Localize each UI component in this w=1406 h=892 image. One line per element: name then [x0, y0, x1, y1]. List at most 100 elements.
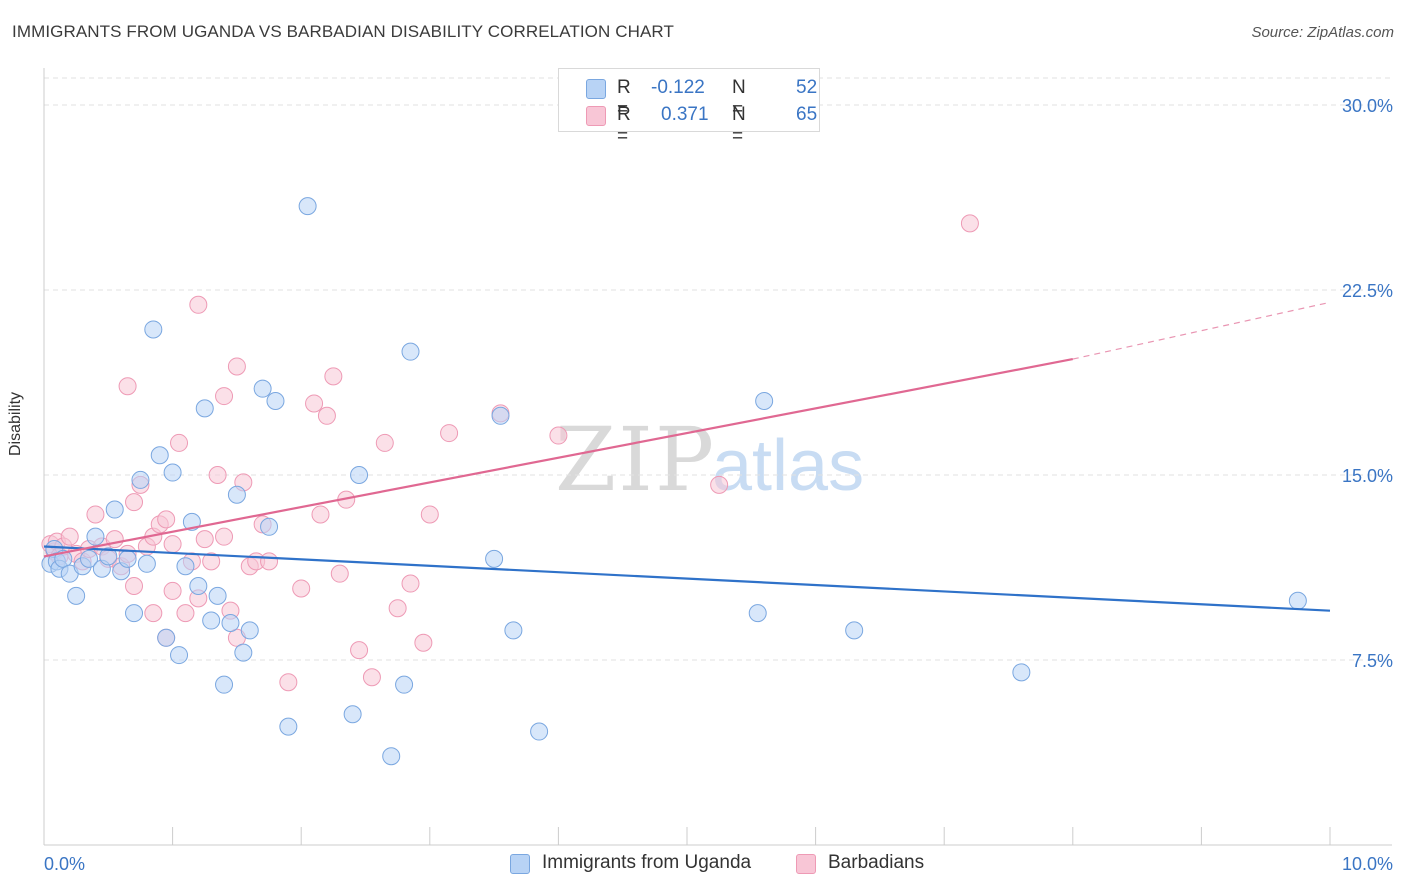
uganda-point — [80, 549, 99, 568]
uganda-point — [530, 722, 549, 741]
barbadian-point — [118, 377, 137, 396]
uganda-point — [395, 675, 414, 694]
uganda-point — [170, 646, 189, 665]
barbadian-point — [440, 424, 459, 443]
barbadian-point — [414, 633, 433, 652]
uganda-point — [131, 470, 150, 489]
barbadian-point — [710, 475, 729, 494]
uganda-point — [266, 392, 285, 410]
uganda-point — [118, 549, 137, 568]
uganda-point — [382, 747, 401, 766]
uganda-point — [845, 621, 864, 640]
watermark-atlas: atlas — [712, 426, 864, 506]
uganda-point — [202, 611, 221, 630]
barbadian-point — [202, 552, 221, 571]
uganda-point — [234, 643, 253, 662]
uganda-point — [350, 466, 369, 484]
x-tick-label-min: 0.0% — [44, 854, 85, 874]
uganda-point — [504, 621, 523, 640]
bottom-legend-label-barbadians: Barbadians — [828, 852, 925, 873]
x-tick-label-max: 10.0% — [1342, 854, 1393, 874]
uganda-point — [125, 604, 144, 623]
chart-title: IMMIGRANTS FROM UGANDA VS BARBADIAN DISA… — [12, 22, 674, 41]
barbadian-point — [208, 466, 227, 484]
barbadian-point — [420, 505, 439, 524]
legend-swatch-uganda — [586, 79, 606, 99]
barbadian-point — [317, 406, 336, 425]
barbadian-point — [227, 357, 246, 376]
barbadian-point — [170, 433, 189, 452]
uganda-point — [99, 547, 118, 566]
uganda-point — [67, 586, 86, 605]
uganda-point — [189, 577, 208, 595]
uganda-point — [1012, 663, 1031, 682]
legend-n-value-uganda: 52 — [796, 77, 818, 98]
barbadian-point — [549, 426, 568, 445]
barbadian-point — [125, 493, 144, 512]
uganda-point — [163, 463, 182, 482]
bottom-legend-swatch-uganda — [510, 854, 530, 874]
uganda-point — [227, 485, 246, 504]
barbadian-point — [215, 527, 234, 546]
barbadian-point — [292, 579, 311, 598]
barbadian-point — [350, 641, 369, 660]
y-tick-label: 15.0% — [1342, 466, 1393, 486]
uganda-point — [298, 197, 317, 216]
correlation-legend: R = -0.122 N = 52 R = 0.371 N = 65 — [558, 68, 820, 147]
uganda-point — [755, 392, 774, 410]
barbadian-point — [163, 581, 182, 600]
uganda-point — [343, 705, 362, 724]
barbadian-trend-line — [43, 357, 1074, 558]
barbadian-point — [144, 604, 163, 623]
uganda-point — [195, 399, 214, 418]
uganda-point — [176, 557, 195, 576]
uganda-point — [105, 500, 124, 519]
barbadian-point — [960, 214, 979, 233]
legend-r-value-uganda: -0.122 — [651, 77, 705, 98]
barbadian-point — [125, 577, 144, 595]
uganda-point — [150, 446, 169, 465]
uganda-point — [748, 604, 767, 623]
barbadian-point — [189, 295, 208, 314]
uganda-point — [401, 342, 420, 361]
y-tick-label: 30.0% — [1342, 96, 1393, 116]
barbadian-point — [279, 673, 298, 692]
barbadian-point — [176, 604, 195, 623]
barbadian-point — [362, 668, 381, 687]
source-credit: Source: ZipAtlas.com — [1251, 24, 1394, 41]
uganda-point — [221, 614, 240, 632]
barbadian-point — [86, 505, 105, 524]
barbadian-point — [375, 433, 394, 452]
barbadian-point — [330, 564, 349, 583]
legend-n-value-barbadians: 65 — [796, 104, 818, 125]
uganda-point — [144, 320, 163, 339]
legend-n-label: N = — [732, 104, 746, 147]
uganda-point — [260, 517, 279, 536]
legend-r-label: R = — [617, 104, 631, 147]
uganda-point — [485, 549, 504, 568]
uganda-point — [253, 379, 272, 398]
uganda-point — [279, 717, 298, 736]
legend-r-label: R = — [617, 77, 631, 120]
uganda-point — [137, 554, 156, 573]
uganda-point — [86, 527, 105, 546]
uganda-point — [215, 675, 234, 694]
uganda-point — [240, 621, 259, 640]
uganda-point — [1288, 591, 1307, 610]
barbadian-point — [324, 367, 343, 386]
uganda-point — [157, 628, 176, 647]
barbadian-point — [260, 552, 279, 571]
barbadian-point — [311, 505, 330, 524]
barbadian-point — [163, 535, 182, 554]
barbadian-point — [388, 599, 407, 618]
legend-n-label: N = — [732, 77, 746, 120]
y-tick-label: 22.5% — [1342, 281, 1393, 301]
legend-r-value-barbadians: 0.371 — [661, 104, 709, 125]
barbadian-point — [60, 527, 79, 546]
barbadian-point — [215, 387, 234, 406]
y-tick-label: 7.5% — [1352, 651, 1393, 671]
bottom-legend-swatch-barbadians — [796, 854, 816, 874]
watermark-zip: ZIP — [555, 408, 716, 511]
barbadian-point — [305, 394, 324, 413]
uganda-point — [208, 586, 227, 605]
